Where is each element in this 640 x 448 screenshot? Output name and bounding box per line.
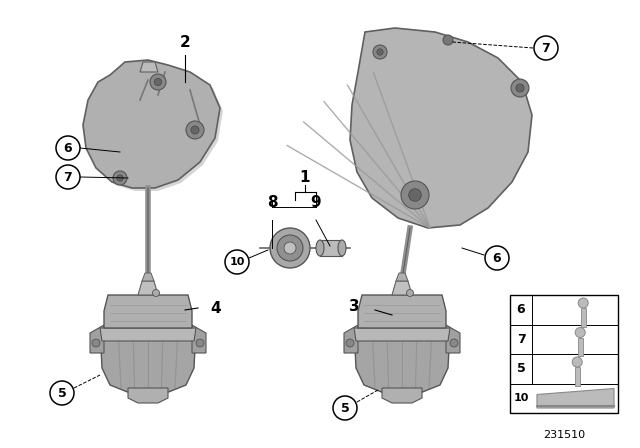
FancyBboxPatch shape	[575, 367, 580, 385]
FancyBboxPatch shape	[580, 308, 586, 327]
Circle shape	[406, 289, 413, 297]
Circle shape	[534, 36, 558, 60]
Polygon shape	[100, 328, 196, 393]
Circle shape	[333, 396, 357, 420]
Polygon shape	[320, 240, 342, 256]
Circle shape	[56, 165, 80, 189]
Polygon shape	[86, 63, 223, 191]
Polygon shape	[138, 281, 158, 295]
Circle shape	[575, 327, 585, 337]
Polygon shape	[358, 295, 446, 328]
Text: 5: 5	[340, 401, 349, 414]
Polygon shape	[446, 325, 460, 353]
Circle shape	[50, 381, 74, 405]
Polygon shape	[142, 273, 154, 281]
Polygon shape	[90, 325, 104, 353]
Text: 5: 5	[58, 387, 67, 400]
Circle shape	[117, 175, 123, 181]
Circle shape	[450, 339, 458, 347]
FancyBboxPatch shape	[578, 337, 582, 356]
Text: 1: 1	[300, 170, 310, 185]
Polygon shape	[83, 60, 220, 188]
Polygon shape	[354, 328, 450, 393]
Circle shape	[443, 35, 453, 45]
Circle shape	[346, 339, 354, 347]
Text: 6: 6	[64, 142, 72, 155]
Circle shape	[284, 242, 296, 254]
Circle shape	[511, 79, 529, 97]
Polygon shape	[344, 325, 358, 353]
Circle shape	[373, 45, 387, 59]
Circle shape	[150, 74, 166, 90]
Circle shape	[113, 171, 127, 185]
Text: 231510: 231510	[543, 430, 585, 440]
Circle shape	[196, 339, 204, 347]
Polygon shape	[354, 328, 450, 341]
FancyBboxPatch shape	[510, 295, 618, 413]
Circle shape	[485, 246, 509, 270]
Circle shape	[56, 136, 80, 160]
Text: 4: 4	[210, 301, 221, 315]
Circle shape	[409, 189, 421, 201]
Circle shape	[578, 298, 588, 308]
Polygon shape	[392, 281, 412, 295]
Ellipse shape	[316, 240, 324, 256]
Text: 6: 6	[493, 251, 501, 264]
Text: 10: 10	[229, 257, 244, 267]
Polygon shape	[140, 62, 158, 72]
Text: 7: 7	[541, 42, 550, 55]
Circle shape	[92, 339, 100, 347]
Circle shape	[270, 228, 310, 268]
Circle shape	[377, 49, 383, 55]
Polygon shape	[537, 388, 614, 408]
Text: 6: 6	[516, 303, 525, 316]
Polygon shape	[100, 328, 196, 341]
Text: 7: 7	[516, 333, 525, 346]
Polygon shape	[382, 388, 422, 403]
Text: 9: 9	[310, 195, 321, 210]
Polygon shape	[128, 388, 168, 403]
Circle shape	[516, 84, 524, 92]
Text: 10: 10	[513, 393, 529, 403]
Circle shape	[401, 181, 429, 209]
Text: 8: 8	[267, 195, 277, 210]
Text: 3: 3	[349, 298, 360, 314]
Polygon shape	[104, 295, 192, 328]
Polygon shape	[350, 28, 532, 228]
Circle shape	[152, 289, 159, 297]
Circle shape	[186, 121, 204, 139]
Circle shape	[572, 357, 582, 367]
Text: 7: 7	[63, 171, 72, 184]
Polygon shape	[192, 325, 206, 353]
Circle shape	[277, 235, 303, 261]
Circle shape	[191, 126, 199, 134]
Circle shape	[154, 78, 162, 86]
Text: 2: 2	[180, 35, 190, 50]
Circle shape	[225, 250, 249, 274]
Text: 5: 5	[516, 362, 525, 375]
Polygon shape	[396, 273, 408, 281]
Ellipse shape	[338, 240, 346, 256]
